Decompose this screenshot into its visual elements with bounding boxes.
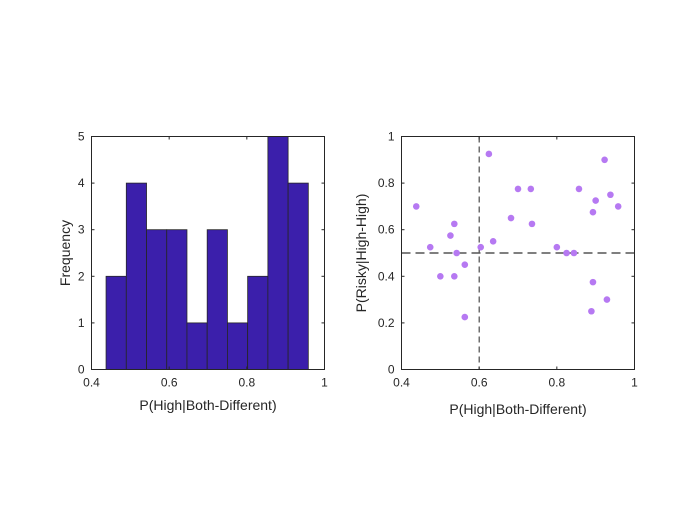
histogram-bar — [105, 275, 127, 370]
scatter-x-tick-label: 0.4 — [393, 376, 410, 390]
histogram-bar — [125, 182, 147, 370]
histogram-x-axis-label: P(High|Both-Different) — [139, 397, 276, 413]
scatter-chart: 0.4 0.6 0.8 1 0 0.2 0.4 0.6 0.8 1 P(High|Both-Di… — [353, 130, 638, 418]
histogram-x-tick-label: 0.6 — [161, 376, 178, 390]
scatter-reference-lines — [401, 136, 635, 370]
scatter-point — [589, 208, 597, 216]
scatter-y-tick-label: 0 — [388, 363, 395, 377]
scatter-point — [607, 191, 614, 199]
scatter-point — [528, 220, 536, 228]
scatter-point — [507, 214, 515, 222]
histogram-bar — [267, 136, 289, 370]
scatter-point — [437, 273, 444, 280]
histogram-bar — [146, 229, 168, 370]
scatter-point — [477, 243, 485, 251]
scatter-point — [412, 203, 420, 210]
histogram-y-tick-label: 5 — [78, 130, 85, 144]
scatter-point — [453, 249, 460, 257]
histogram-chart: 0.4 0.6 0.8 1 0 1 2 3 4 5 P(High|Both-Different)… — [57, 130, 328, 414]
scatter-points — [412, 150, 622, 321]
histogram-bars — [105, 136, 309, 370]
scatter-point — [601, 156, 608, 164]
scatter-point — [461, 261, 469, 268]
scatter-y-tick-label: 1 — [388, 130, 395, 144]
scatter-x-ticks: 0.4 0.6 0.8 1 — [393, 136, 638, 390]
scatter-point — [603, 296, 611, 303]
scatter-point — [489, 238, 497, 245]
histogram-bar — [166, 229, 188, 370]
scatter-point — [485, 150, 493, 158]
histogram-bar — [247, 275, 269, 370]
scatter-point — [575, 185, 583, 193]
scatter-point — [527, 185, 535, 193]
histogram-y-tick-label: 0 — [78, 363, 85, 377]
scatter-point — [451, 220, 458, 228]
scatter-x-tick-label: 0.8 — [548, 376, 565, 390]
scatter-point — [553, 243, 561, 251]
histogram-y-ticks: 0 1 2 3 4 5 — [78, 130, 325, 377]
histogram-y-tick-label: 2 — [78, 269, 85, 283]
histogram-axes-box — [91, 136, 325, 370]
scatter-y-axis-label: P(Risky|High-High) — [353, 194, 369, 313]
histogram-y-tick-label: 4 — [78, 176, 85, 190]
scatter-point — [592, 197, 599, 204]
histogram-y-axis-label: Frequency — [57, 220, 73, 286]
histogram-x-tick-label: 1 — [321, 376, 328, 390]
histogram-y-tick-label: 1 — [78, 316, 85, 330]
scatter-y-tick-label: 0.2 — [378, 316, 395, 330]
scatter-x-axis-label: P(High|Both-Different) — [449, 401, 586, 417]
scatter-point — [563, 249, 570, 257]
scatter-point — [447, 232, 454, 239]
scatter-point — [614, 203, 622, 210]
histogram-y-tick-label: 3 — [78, 223, 85, 237]
histogram-x-tick-label: 0.4 — [83, 376, 100, 390]
scatter-point — [514, 185, 522, 193]
scatter-x-tick-label: 0.6 — [471, 376, 488, 390]
histogram-bar — [186, 322, 208, 370]
scatter-point — [570, 249, 578, 257]
scatter-y-tick-label: 0.8 — [378, 176, 395, 190]
scatter-y-ticks: 0 0.2 0.4 0.6 0.8 1 — [378, 130, 635, 377]
scatter-point — [589, 278, 597, 286]
scatter-y-tick-label: 0.6 — [378, 223, 395, 237]
scatter-point — [588, 307, 595, 315]
scatter-y-tick-label: 0.4 — [378, 269, 395, 283]
scatter-point — [461, 313, 469, 321]
histogram-x-tick-label: 0.8 — [238, 376, 255, 390]
scatter-point — [426, 243, 434, 251]
histogram-bar — [206, 229, 228, 370]
scatter-axes-box — [401, 136, 635, 370]
histogram-bar — [227, 322, 249, 370]
scatter-point — [451, 273, 458, 280]
scatter-x-tick-label: 1 — [631, 376, 638, 390]
histogram-x-ticks: 0.4 0.6 0.8 1 — [83, 136, 328, 390]
histogram-bar — [287, 182, 309, 370]
